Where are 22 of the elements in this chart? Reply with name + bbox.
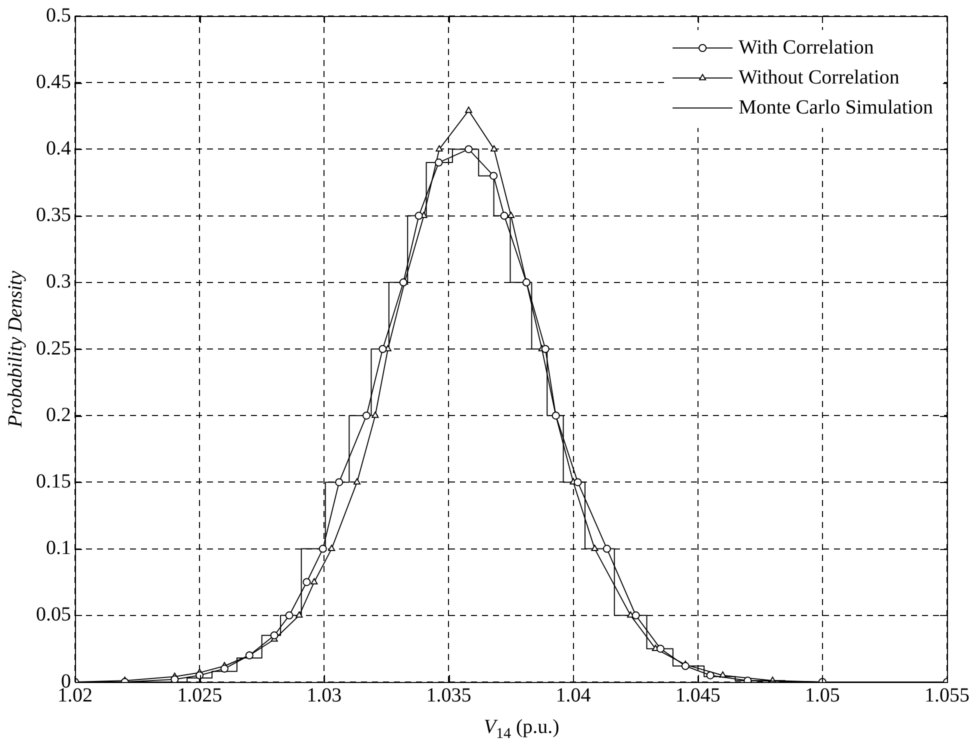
x-tick-label: 1.025 bbox=[177, 684, 222, 706]
x-tick-label: 1.045 bbox=[675, 684, 720, 706]
y-tick-label: 0.4 bbox=[46, 137, 71, 160]
y-tick-label: 0.05 bbox=[36, 604, 71, 626]
x-tick-label: 1.035 bbox=[426, 684, 472, 706]
x-tick-label: 1.03 bbox=[306, 684, 342, 706]
y-tick-label: 0.5 bbox=[46, 4, 71, 26]
y-tick-label: 0.1 bbox=[46, 537, 71, 560]
legend-label: Monte Carlo Simulation bbox=[738, 96, 934, 118]
y-tick-label: 0.25 bbox=[36, 337, 71, 360]
y-tick-label: 0.15 bbox=[36, 470, 71, 492]
legend-label: Without Correlation bbox=[738, 66, 900, 88]
x-tick-label: 1.04 bbox=[556, 684, 591, 706]
legend-label: With Correlation bbox=[738, 36, 874, 58]
x-tick-label: 1.05 bbox=[804, 684, 840, 706]
y-tick-label: 0.45 bbox=[36, 70, 71, 93]
y-tick-label: 0.2 bbox=[46, 404, 71, 426]
y-tick-label: 0.3 bbox=[46, 270, 71, 293]
x-tick-label: 1.055 bbox=[924, 684, 970, 706]
y-axis-title: Probability Density bbox=[4, 270, 26, 428]
y-tick-label: 0.35 bbox=[36, 204, 71, 226]
x-axis-title: V$_{14}$ (p.u.) bbox=[482, 716, 560, 743]
